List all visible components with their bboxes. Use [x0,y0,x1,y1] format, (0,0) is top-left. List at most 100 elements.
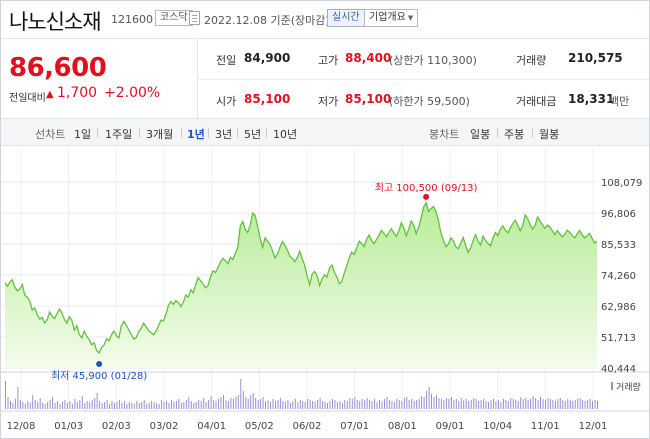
volume-bar [517,401,519,409]
volume-bar [235,397,237,409]
volume-bar [401,401,403,409]
volume-bar [554,401,556,409]
volume-bar [304,402,306,409]
volume-bar [540,397,541,409]
volume-bar [166,401,167,409]
volume-bar [418,399,420,409]
period-1w[interactable]: 1주일 [105,128,133,141]
volume-bar [284,402,286,409]
volume-bar [510,398,512,409]
period-1y[interactable]: 1년 [187,128,205,141]
volume-bar [99,401,101,409]
volume-bar [148,403,150,409]
company-info-dropdown[interactable]: 기업개요 ▼ [364,9,419,27]
period-5y[interactable]: 5년 [244,128,262,141]
volume-bar [453,400,455,409]
volume-bar [158,404,160,409]
volume-bar [34,400,36,409]
volume-bar [245,397,247,409]
prev-close-label: 전일 [216,54,237,67]
volume-bar [421,396,423,409]
volume-bar [431,394,432,409]
volume-bar [297,402,299,409]
volume-bar [292,401,294,409]
x-tick-label: 04/01 [197,421,226,432]
volume-bar [242,391,244,409]
volume-bar [168,403,170,409]
volume-bar [62,402,63,409]
volume-bar [416,400,418,409]
volume-value: 210,575 [568,51,623,65]
volume-bar [96,393,98,409]
volume-bar [203,398,205,409]
volume-bar [232,399,234,409]
period-10y[interactable]: 10년 [273,128,298,141]
volume-bar [39,398,41,409]
period-3y[interactable]: 3년 [215,128,233,141]
volume-bar [79,400,81,409]
volume-bar [7,397,9,409]
volume-bar [104,402,106,409]
divider [497,128,498,138]
y-tick-label: 62,986 [601,302,636,313]
x-tick-label: 05/02 [245,421,274,432]
volume-bar [101,403,103,409]
volume-bar [317,400,319,409]
volume-bar [507,401,509,409]
volume-bar [282,401,284,409]
volume-bar [567,399,569,409]
volume-bar [488,402,489,409]
period-1d[interactable]: 1일 [74,128,92,141]
volume-bar [423,397,425,409]
volume-bar [371,401,373,409]
divider [198,79,649,80]
volume-legend: 거래량 [616,381,641,393]
period-3m[interactable]: 3개월 [146,128,174,141]
volume-bar [17,387,19,409]
volume-bar [384,399,385,409]
line-chart-group-label: 선차트 [35,128,66,141]
volume-bar [213,400,215,409]
realtime-button[interactable]: 실시간 [327,9,365,27]
x-tick-label: 01/03 [54,421,83,432]
volume-bar [19,400,21,409]
volume-bar [200,401,202,409]
volume-bar [329,401,331,409]
volume-bar [403,398,405,409]
volume-bar [502,399,504,409]
volume-bar [151,401,153,409]
volume-bar [272,399,274,409]
volume-bar [346,401,348,409]
volume-bar [505,400,507,409]
volume-bar [64,400,66,409]
volume-bar [557,399,559,409]
volume-bar [408,400,410,409]
up-arrow-icon: ▲ [46,89,54,100]
volume-bar [49,400,51,409]
volume-bar [379,400,380,409]
divider [139,128,140,138]
volume-bar [411,399,413,409]
volume-bar [478,401,480,409]
volume-bar [515,400,517,409]
change-amount: 1,700 [57,85,98,101]
volume-bar [173,402,175,409]
candle-monthly[interactable]: 월봉 [539,128,560,141]
divider [197,39,198,118]
volume-bar [14,399,16,409]
volume-bar [356,400,358,409]
candle-daily[interactable]: 일봉 [470,128,491,141]
volume-bar [66,403,68,409]
volume-bar [344,400,346,409]
divider [266,128,267,138]
divider [208,128,209,138]
volume-bar [37,402,39,409]
volume-bar [413,401,415,409]
volume-bar [218,399,219,409]
candle-weekly[interactable]: 주봉 [504,128,525,141]
volume-bar [198,400,200,409]
price-line [4,201,598,355]
volume-bar [468,401,470,409]
volume-bar [433,397,435,409]
volume-bar [314,402,316,409]
